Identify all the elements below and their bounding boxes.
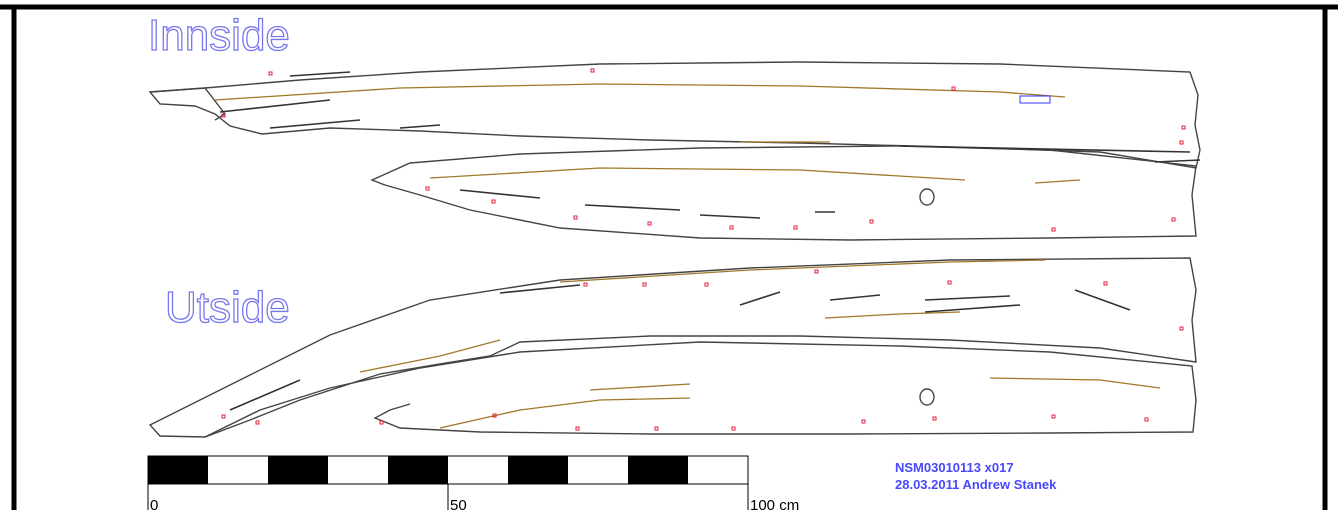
plank-outline <box>370 145 1197 241</box>
grain-line <box>214 83 1081 184</box>
side-label: Utside <box>165 283 290 332</box>
scale-label: 50 <box>450 497 467 510</box>
plank-outline <box>148 61 1201 169</box>
side-label: Innside <box>148 11 290 60</box>
plank-outline <box>148 257 1197 438</box>
grain-line <box>359 259 1161 429</box>
scale-label: 100 cm <box>750 497 799 510</box>
crack <box>229 284 1131 411</box>
scale-bar <box>147 455 749 510</box>
knot <box>919 188 935 206</box>
scale-label: 0 <box>150 497 158 510</box>
plank-outline <box>149 87 227 121</box>
crack <box>219 71 1201 219</box>
catalog-id: NSM03010113 x017 <box>895 460 1014 475</box>
nail-marks <box>221 68 1186 431</box>
plank-outline <box>204 341 1197 438</box>
label-box <box>1019 95 1051 104</box>
date-author: 28.03.2011 Andrew Stanek <box>895 477 1057 492</box>
knot <box>919 388 935 406</box>
